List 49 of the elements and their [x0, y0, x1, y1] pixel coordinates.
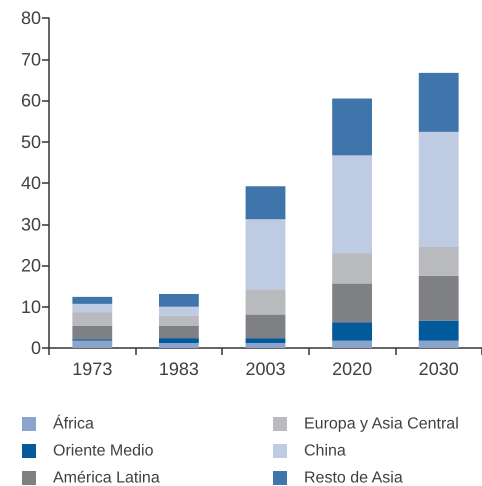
y-tick-label: 0: [30, 338, 41, 358]
legend-label: Europa y Asia Central: [304, 416, 459, 432]
bar: [246, 343, 286, 348]
bar: [332, 284, 372, 322]
bar: [72, 304, 112, 313]
bar: [246, 338, 286, 344]
x-tick-label: 2020: [332, 359, 372, 379]
y-tick-label: 10: [20, 296, 41, 317]
bar: [158, 306, 199, 316]
bar: [332, 322, 372, 341]
y-tick-label: 20: [20, 256, 41, 276]
x-tick-label: 1973: [72, 359, 112, 379]
bar: [332, 98, 372, 156]
legend-label: China: [304, 442, 346, 460]
x-tick-label: 1983: [158, 359, 199, 379]
y-tick-label: 30: [20, 214, 41, 234]
bar: [332, 340, 372, 348]
bar: [418, 340, 459, 348]
y-tick-label: 40: [20, 173, 41, 193]
y-tick-label: 50: [20, 132, 41, 152]
bar: [158, 338, 199, 344]
bar: [72, 312, 112, 326]
bar: [158, 316, 199, 326]
legend-label: Oriente Medio: [53, 442, 154, 460]
legend-label: África: [53, 414, 94, 432]
legend-label: Resto de Asia: [304, 470, 403, 486]
bar: [418, 72, 459, 132]
bar: [418, 320, 459, 341]
bar: [246, 186, 286, 220]
y-tick-label: 80: [20, 8, 41, 28]
bar: [158, 326, 199, 338]
bar: [332, 253, 372, 284]
bar: [332, 155, 372, 254]
bar: [418, 246, 459, 276]
bar: [246, 314, 286, 339]
legend-label: América Latina: [53, 470, 160, 486]
bar: [158, 343, 199, 348]
bar: [72, 340, 112, 348]
x-tick-label: 2003: [245, 359, 286, 379]
bar: [246, 219, 286, 290]
bar: [72, 326, 112, 340]
y-tick-label: 70: [20, 49, 41, 70]
bar: [418, 132, 459, 247]
x-tick-label: 2030: [418, 359, 459, 379]
bar: [246, 289, 286, 315]
bar: [72, 296, 112, 304]
y-tick-label: 60: [20, 90, 41, 110]
bar: [418, 276, 459, 321]
bar: [158, 294, 199, 307]
